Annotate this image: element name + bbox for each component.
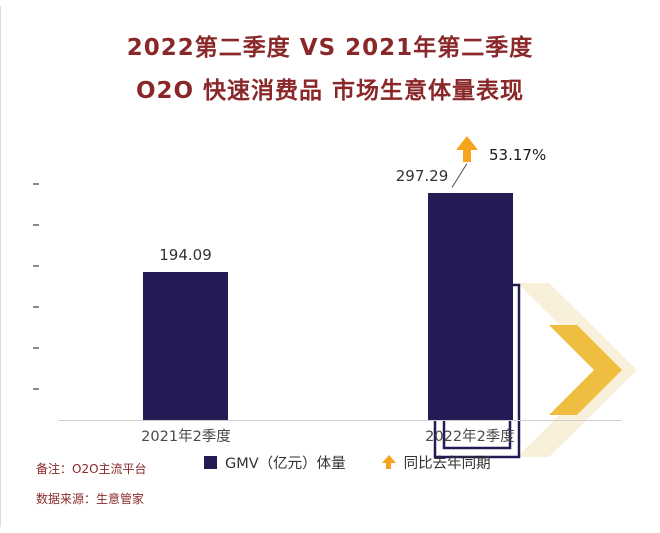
left-border-line xyxy=(0,6,1,527)
y-axis-tick xyxy=(33,265,39,267)
y-axis-tick xyxy=(33,347,39,349)
y-axis-tick xyxy=(33,306,39,308)
legend-item-gmv: GMV（亿元）体量 xyxy=(204,452,346,473)
legend-item-yoy: 同比去年同期 xyxy=(381,452,491,473)
annotation-leader-line xyxy=(451,163,468,188)
growth-up-arrow-stem xyxy=(463,149,471,162)
y-axis-tick xyxy=(33,183,39,185)
footnote-remark: 备注：O2O主流平台 xyxy=(36,462,147,476)
bar-2021-q2 xyxy=(143,272,228,420)
legend: GMV（亿元）体量 同比去年同期 xyxy=(204,452,491,473)
x-axis-line xyxy=(58,420,622,421)
legend-label-yoy: 同比去年同期 xyxy=(403,456,491,472)
legend-label-gmv: GMV（亿元）体量 xyxy=(225,456,346,472)
bar-2022-q2 xyxy=(428,193,513,420)
value-label-2021: 194.09 xyxy=(159,246,212,264)
legend-square-swatch-icon xyxy=(204,456,217,469)
y-axis-tick xyxy=(33,224,39,226)
category-label-2021: 2021年2季度 xyxy=(141,429,231,445)
y-axis-tick xyxy=(33,388,39,390)
footnote-data-source: 数据来源：生意管家 xyxy=(36,492,145,506)
chart-title-line1: 2022第二季度 VS 2021年第二季度 xyxy=(126,35,534,61)
chart-title-line2: O2O 快速消费品 市场生意体量表现 xyxy=(135,78,525,104)
value-label-2022: 297.29 xyxy=(395,167,449,185)
chart-title: 2022第二季度 VS 2021年第二季度 O2O 快速消费品 市场生意体量表现 xyxy=(0,27,660,113)
growth-percentage-label: 53.17% xyxy=(489,146,547,164)
category-label-2022: 2022年2季度 xyxy=(425,429,515,445)
legend-up-arrow-icon xyxy=(381,455,396,470)
growth-up-arrow-icon xyxy=(456,136,478,150)
